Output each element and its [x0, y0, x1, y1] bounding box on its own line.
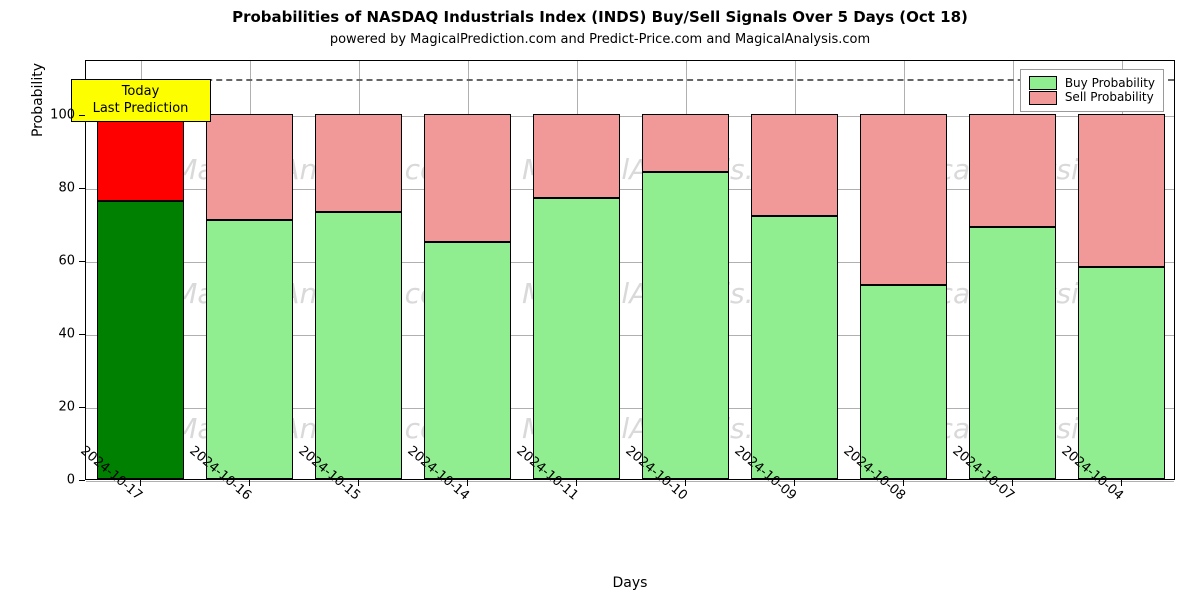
- bar-group: [533, 59, 620, 479]
- legend: Buy ProbabilitySell Probability: [1020, 69, 1164, 112]
- bar-buy: [860, 285, 947, 479]
- legend-label: Sell Probability: [1065, 90, 1154, 104]
- bar-group: [315, 59, 402, 479]
- bar-sell: [315, 114, 402, 213]
- bars-layer: [86, 61, 1174, 479]
- y-tick-label: 0: [45, 473, 75, 488]
- y-tick-mark: [79, 188, 85, 189]
- x-tick-mark: [358, 480, 359, 486]
- legend-item: Buy Probability: [1029, 76, 1155, 90]
- bar-buy: [424, 242, 511, 479]
- x-axis-label: Days: [85, 575, 1175, 591]
- y-tick-mark: [79, 334, 85, 335]
- bar-buy: [642, 172, 729, 479]
- legend-swatch: [1029, 76, 1057, 90]
- top-reference-line: [86, 79, 1174, 81]
- y-axis-label: Probability: [30, 0, 46, 310]
- x-tick-mark: [903, 480, 904, 486]
- bar-group: [642, 59, 729, 479]
- bar-group: [97, 59, 184, 479]
- bar-group: [969, 59, 1056, 479]
- x-tick-mark: [1012, 480, 1013, 486]
- x-tick-mark: [685, 480, 686, 486]
- bar-sell: [424, 114, 511, 242]
- y-tick-label: 60: [45, 253, 75, 268]
- bar-sell: [751, 114, 838, 216]
- bar-buy: [1078, 267, 1165, 479]
- bar-group: [424, 59, 511, 479]
- bar-sell: [97, 114, 184, 202]
- today-annotation: Today Last Prediction: [71, 79, 211, 122]
- bar-group: [860, 59, 947, 479]
- y-tick-label: 20: [45, 399, 75, 414]
- y-tick-mark: [79, 115, 85, 116]
- bar-sell: [860, 114, 947, 286]
- bar-sell: [642, 114, 729, 172]
- annotation-line-1: Today: [122, 84, 160, 99]
- x-tick-mark: [140, 480, 141, 486]
- bar-sell: [969, 114, 1056, 227]
- legend-label: Buy Probability: [1065, 76, 1155, 90]
- annotation-line-2: Last Prediction: [93, 101, 189, 116]
- x-tick-mark: [576, 480, 577, 486]
- chart-title: Probabilities of NASDAQ Industrials Inde…: [0, 8, 1200, 26]
- y-tick-mark: [79, 407, 85, 408]
- x-tick-mark: [249, 480, 250, 486]
- legend-swatch: [1029, 91, 1057, 105]
- bar-sell: [1078, 114, 1165, 267]
- x-tick-mark: [794, 480, 795, 486]
- x-tick-mark: [1121, 480, 1122, 486]
- y-tick-mark: [79, 261, 85, 262]
- chart-figure: Probabilities of NASDAQ Industrials Inde…: [0, 0, 1200, 600]
- bar-group: [1078, 59, 1165, 479]
- bar-sell: [206, 114, 293, 220]
- chart-subtitle: powered by MagicalPrediction.com and Pre…: [0, 32, 1200, 47]
- y-tick-label: 40: [45, 326, 75, 341]
- legend-item: Sell Probability: [1029, 90, 1155, 104]
- bar-group: [751, 59, 838, 479]
- bar-group: [206, 59, 293, 479]
- plot-area: MagicalAnalysis.comMagicalAnalysis.comMa…: [85, 60, 1175, 480]
- y-tick-label: 80: [45, 180, 75, 195]
- bar-sell: [533, 114, 620, 198]
- y-tick-mark: [79, 480, 85, 481]
- y-tick-label: 100: [45, 107, 75, 122]
- x-tick-mark: [467, 480, 468, 486]
